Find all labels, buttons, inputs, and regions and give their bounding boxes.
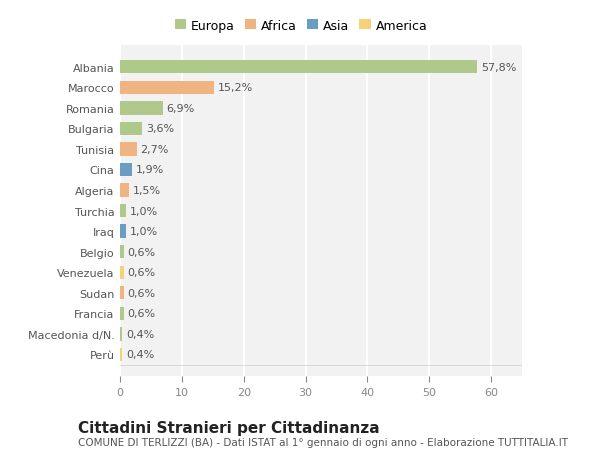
Bar (120, 102, 163, 115)
Text: 1,0%: 1,0% (130, 227, 158, 237)
Text: 0,6%: 0,6% (127, 309, 155, 319)
Text: 0,6%: 0,6% (127, 288, 155, 298)
Bar (120, 81, 214, 95)
Bar (120, 286, 124, 300)
Text: COMUNE DI TERLIZZI (BA) - Dati ISTAT al 1° gennaio di ogni anno - Elaborazione T: COMUNE DI TERLIZZI (BA) - Dati ISTAT al … (78, 437, 568, 447)
Bar (120, 307, 124, 320)
Bar (120, 348, 122, 361)
Text: 0,6%: 0,6% (127, 268, 155, 278)
Text: 15,2%: 15,2% (218, 83, 253, 93)
Text: 57,8%: 57,8% (481, 62, 517, 73)
Bar (120, 61, 478, 74)
Bar (120, 266, 124, 280)
Bar (120, 328, 122, 341)
Bar (120, 143, 137, 156)
Text: 1,0%: 1,0% (130, 206, 158, 216)
Bar (120, 246, 124, 259)
Text: 3,6%: 3,6% (146, 124, 174, 134)
Bar (120, 123, 142, 136)
Text: 0,6%: 0,6% (127, 247, 155, 257)
Text: 2,7%: 2,7% (140, 145, 169, 155)
Text: 1,5%: 1,5% (133, 185, 161, 196)
Bar (120, 163, 132, 177)
Legend: Europa, Africa, Asia, America: Europa, Africa, Asia, America (171, 16, 431, 36)
Text: 0,4%: 0,4% (126, 329, 154, 339)
Bar (120, 225, 126, 238)
Bar (120, 184, 129, 197)
Text: 0,4%: 0,4% (126, 350, 154, 360)
Bar (120, 204, 126, 218)
Text: 6,9%: 6,9% (166, 104, 194, 113)
Text: 1,9%: 1,9% (136, 165, 164, 175)
Text: Cittadini Stranieri per Cittadinanza: Cittadini Stranieri per Cittadinanza (78, 420, 380, 435)
